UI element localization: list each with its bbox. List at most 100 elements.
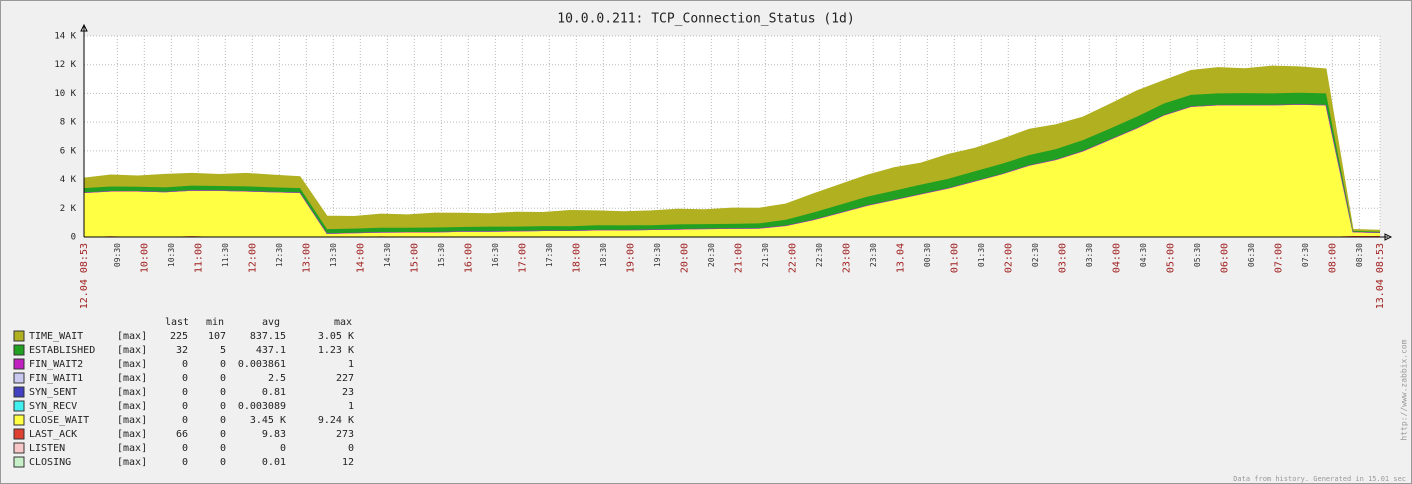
x-tick-label: 03:00 xyxy=(1057,243,1068,273)
x-axis-arrow xyxy=(1384,233,1393,241)
legend-stat: 273 xyxy=(336,429,354,440)
x-tick-label: 13:30 xyxy=(329,243,338,267)
x-tick-label: 22:30 xyxy=(815,243,824,267)
y-axis-arrow xyxy=(80,23,88,32)
legend-func: [max] xyxy=(117,415,147,426)
legend-swatch xyxy=(13,428,25,440)
legend-stat: 23 xyxy=(342,387,354,398)
x-tick-label: 19:00 xyxy=(625,243,636,273)
legend-stat: 0 xyxy=(182,401,188,412)
x-tick-label: 22:00 xyxy=(787,243,798,273)
x-tick-label: 12.04 08:53 xyxy=(79,243,90,309)
x-tick-label: 05:00 xyxy=(1165,243,1176,273)
legend-func: [max] xyxy=(117,359,147,370)
legend-func: [max] xyxy=(117,345,147,356)
legend-stat: 12 xyxy=(342,457,354,468)
x-tick-label: 01:30 xyxy=(977,243,986,267)
x-tick-label: 15:30 xyxy=(437,243,446,267)
legend-stat: 0 xyxy=(348,443,354,454)
y-tick-label: 2 K xyxy=(60,204,77,214)
legend-swatch xyxy=(13,344,25,356)
legend-stat: 0.003861 xyxy=(238,359,286,370)
legend-swatch xyxy=(13,442,25,454)
legend-stat: 0 xyxy=(220,401,226,412)
x-tick-label: 14:30 xyxy=(383,243,392,267)
legend-stat: 0 xyxy=(220,443,226,454)
x-tick-label: 06:30 xyxy=(1247,243,1256,267)
x-tick-label: 02:00 xyxy=(1003,243,1014,273)
x-tick-label: 16:30 xyxy=(491,243,500,267)
legend-name: ESTABLISHED xyxy=(29,345,95,356)
x-tick-label: 00:30 xyxy=(923,243,932,267)
x-tick-label: 07:30 xyxy=(1301,243,1310,267)
x-tick-label: 12:30 xyxy=(275,243,284,267)
legend-stat: 0 xyxy=(220,429,226,440)
legend-func: [max] xyxy=(117,373,147,384)
x-tick-label: 18:00 xyxy=(571,243,582,273)
legend-swatch xyxy=(13,358,25,370)
legend-stat: 3.45 K xyxy=(250,415,286,426)
legend-stat: 437.1 xyxy=(256,345,286,356)
x-tick-label: 16:00 xyxy=(463,243,474,273)
legend-stat: 0 xyxy=(182,387,188,398)
legend-name: CLOSE_WAIT xyxy=(29,415,89,426)
legend-stat: 225 xyxy=(170,331,188,342)
x-tick-label: 03:30 xyxy=(1085,243,1094,267)
x-tick-label: 11:00 xyxy=(193,243,204,273)
watermark: http://www.zabbix.com xyxy=(1400,339,1409,440)
x-tick-label: 02:30 xyxy=(1031,243,1040,267)
footer: Data from history. Generated in 15.01 se… xyxy=(1233,475,1406,483)
x-tick-label: 18:30 xyxy=(599,243,608,267)
legend-func: [max] xyxy=(117,387,147,398)
legend-stat: 2.5 xyxy=(268,373,286,384)
legend-func: [max] xyxy=(117,331,147,342)
x-tick-label: 08:00 xyxy=(1327,243,1338,273)
legend-stat: 107 xyxy=(208,331,226,342)
x-tick-label: 01:00 xyxy=(949,243,960,273)
x-tick-label: 17:00 xyxy=(517,243,528,273)
y-tick-label: 14 K xyxy=(54,32,76,42)
legend-name: FIN_WAIT1 xyxy=(29,373,83,384)
legend-stat: 1 xyxy=(348,401,354,412)
legend-stat: 0.01 xyxy=(262,457,286,468)
legend-stat: 0.81 xyxy=(262,387,286,398)
legend-stat: 66 xyxy=(176,429,188,440)
legend-func: [max] xyxy=(117,401,147,412)
legend-name: CLOSING xyxy=(29,457,71,468)
legend-header: max xyxy=(334,317,352,328)
x-tick-label: 20:30 xyxy=(707,243,716,267)
legend-stat: 1.23 K xyxy=(318,345,354,356)
legend-swatch xyxy=(13,414,25,426)
legend-stat: 3.05 K xyxy=(318,331,354,342)
legend-stat: 837.15 xyxy=(250,331,286,342)
x-tick-label: 08:30 xyxy=(1355,243,1364,267)
x-tick-label: 04:30 xyxy=(1139,243,1148,267)
y-tick-label: 8 K xyxy=(60,118,77,128)
legend-swatch xyxy=(13,386,25,398)
x-tick-label: 13.04 xyxy=(895,243,906,273)
x-tick-label: 07:00 xyxy=(1273,243,1284,273)
legend-name: SYN_RECV xyxy=(29,401,77,412)
x-tick-label: 13.04 08:53 xyxy=(1375,243,1386,309)
x-tick-label: 05:30 xyxy=(1193,243,1202,267)
legend-name: SYN_SENT xyxy=(29,387,77,398)
x-tick-label: 21:30 xyxy=(761,243,770,267)
legend-swatch xyxy=(13,330,25,342)
legend-stat: 1 xyxy=(348,359,354,370)
x-tick-label: 23:00 xyxy=(841,243,852,273)
x-tick-label: 17:30 xyxy=(545,243,554,267)
legend-name: FIN_WAIT2 xyxy=(29,359,83,370)
legend-stat: 0 xyxy=(182,373,188,384)
y-tick-label: 10 K xyxy=(54,89,76,99)
legend-stat: 5 xyxy=(220,345,226,356)
x-tick-label: 15:00 xyxy=(409,243,420,273)
legend-func: [max] xyxy=(117,429,147,440)
legend-func: [max] xyxy=(117,457,147,468)
x-tick-label: 11:30 xyxy=(221,243,230,267)
legend-stat: 0 xyxy=(220,359,226,370)
area-fill xyxy=(84,104,1380,237)
legend-stat: 0 xyxy=(220,373,226,384)
legend-stat: 0 xyxy=(280,443,286,454)
legend-stat: 9.24 K xyxy=(318,415,354,426)
